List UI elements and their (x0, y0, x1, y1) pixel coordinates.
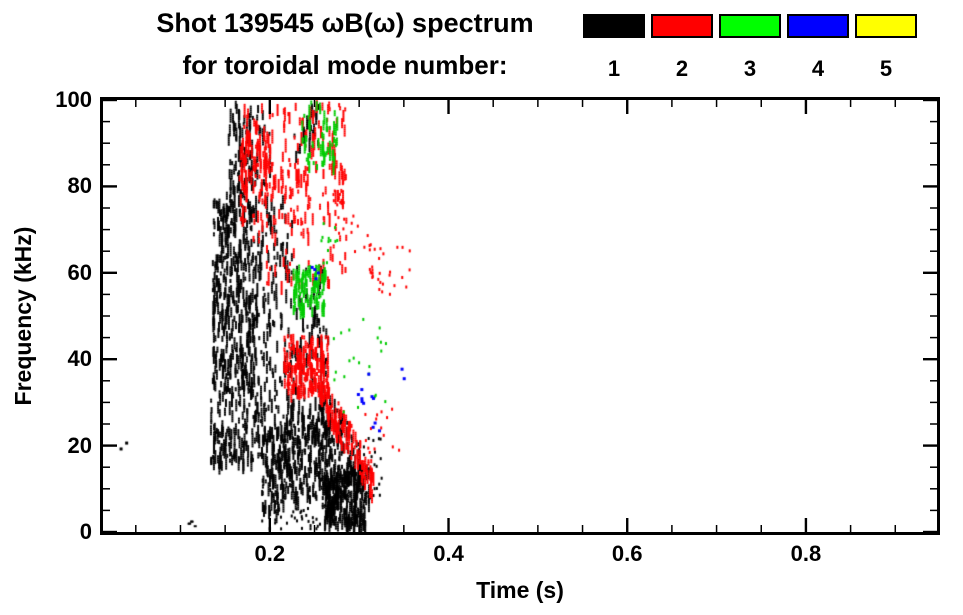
legend-mode-number-5: 5 (879, 56, 893, 81)
x-tick-label-0.4: 0.4 (433, 541, 464, 566)
y-tick-label-60: 60 (67, 259, 92, 285)
y-tick-label-100: 100 (55, 87, 92, 112)
mode-legend-swatches (583, 14, 917, 38)
legend-mode-number-3: 3 (743, 56, 757, 81)
x-axis-label: Time (s) (476, 577, 564, 603)
mode-legend-numbers: 1 2 3 4 5 (583, 56, 917, 82)
legend-mode-number-1: 1 (607, 56, 621, 81)
y-axis-label: Frequency (kHz) (10, 226, 36, 406)
x-tick-label-0.6: 0.6 (611, 541, 643, 566)
x-tick-label-0.2: 0.2 (254, 541, 286, 566)
legend-swatch-mode-3 (719, 14, 781, 38)
legend-swatch-mode-2 (651, 14, 713, 38)
legend-swatch-mode-1 (583, 14, 645, 38)
legend-swatch-mode-4 (787, 14, 849, 38)
plot-area (100, 97, 940, 535)
legend-mode-number-2: 2 (675, 56, 689, 81)
spectrogram-canvas (103, 100, 937, 532)
legend-swatch-mode-5 (855, 14, 917, 38)
x-tick-label-0.8: 0.8 (790, 541, 822, 566)
figure-subtitle: for toroidal mode number: (182, 50, 508, 80)
y-tick-label-80: 80 (67, 173, 92, 199)
figure-title: Shot 139545 ωB(ω) spectrum (156, 8, 534, 38)
y-tick-label-40: 40 (67, 346, 92, 372)
legend-mode-number-4: 4 (811, 56, 825, 81)
y-tick-label-20: 20 (67, 432, 92, 458)
y-tick-label-0: 0 (79, 519, 92, 544)
